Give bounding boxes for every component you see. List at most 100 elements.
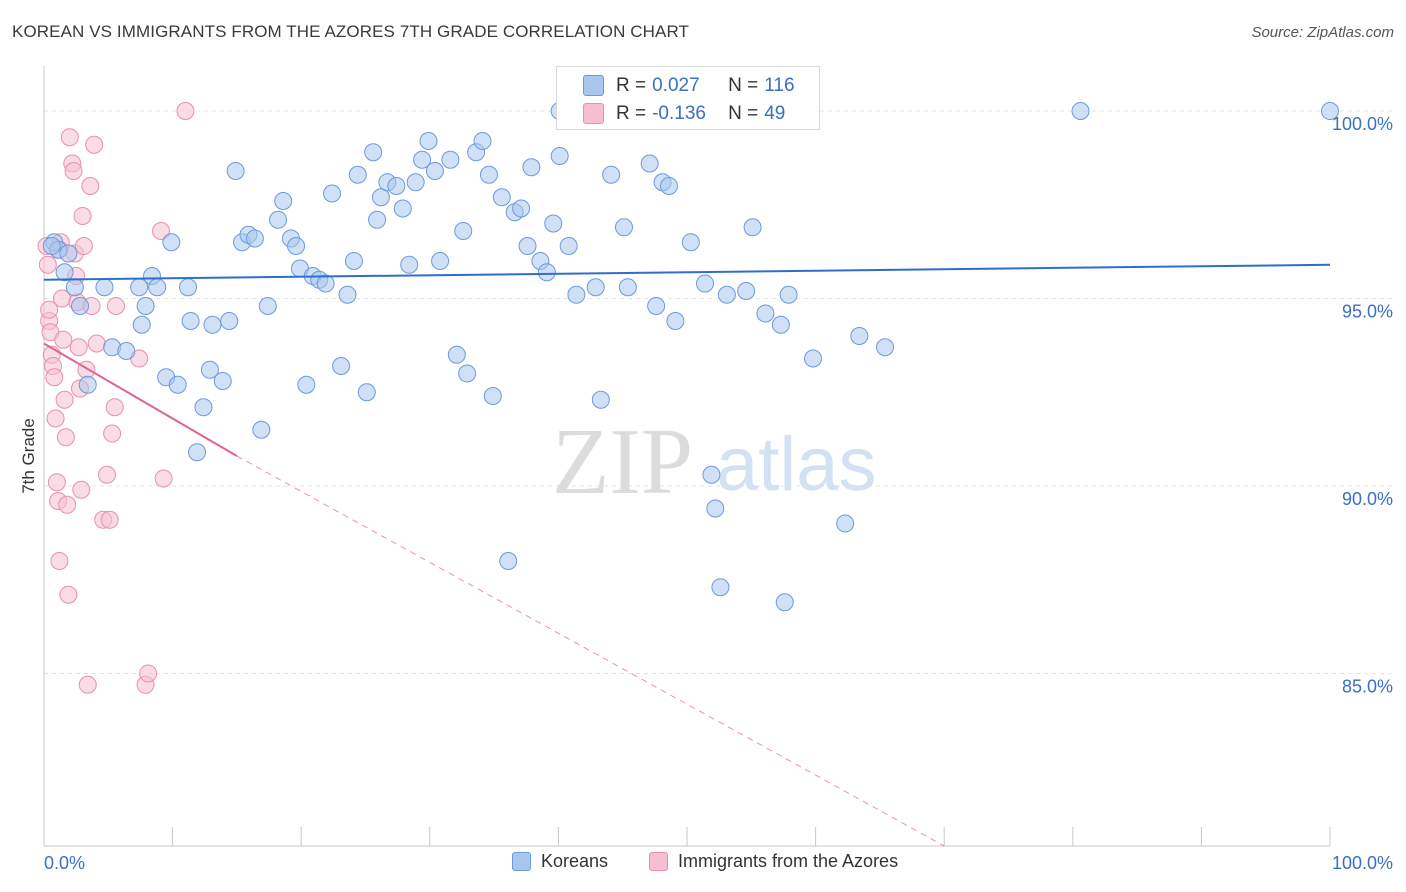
stats-swatch-koreans — [583, 75, 604, 96]
korean-point — [567, 285, 586, 304]
korean-point — [148, 278, 167, 297]
korean-point — [179, 278, 198, 297]
azores-point — [69, 338, 88, 357]
azores-point — [72, 480, 91, 499]
bottom-legend: Koreans Immigrants from the Azores — [0, 851, 1406, 877]
korean-point — [252, 420, 271, 439]
y-tick-label: 90.0% — [1342, 489, 1393, 509]
azores-point — [59, 585, 78, 604]
korean-point — [245, 229, 264, 248]
korean-point — [706, 499, 725, 518]
korean-point — [406, 173, 425, 192]
azores-point — [56, 428, 75, 447]
korean-point — [136, 297, 155, 315]
korean-point — [696, 274, 715, 293]
azores-point — [87, 334, 106, 353]
korean-point — [431, 252, 450, 270]
azores-point — [105, 398, 124, 417]
r-label: R = — [616, 74, 647, 96]
legend-label-koreans: Koreans — [541, 851, 609, 871]
watermark-atlas: atlas — [716, 422, 877, 507]
korean-point — [479, 165, 498, 184]
azores-point — [40, 300, 59, 319]
korean-point — [338, 285, 357, 304]
korean-point — [1071, 102, 1090, 120]
azores-point — [54, 330, 73, 349]
korean-point — [591, 390, 610, 409]
x-tick-label: 100.0% — [1332, 853, 1393, 873]
stats-row-azores: R = -0.136 N = 49 — [557, 100, 785, 127]
korean-point — [458, 364, 477, 383]
y-tick-label: 95.0% — [1342, 302, 1393, 322]
r-value: -0.136 — [652, 102, 706, 124]
korean-point — [344, 252, 363, 270]
korean-point — [357, 383, 376, 402]
korean-point — [717, 285, 736, 304]
azores-point — [74, 237, 93, 255]
watermark: ZIP atlas — [552, 410, 877, 514]
korean-point — [194, 398, 213, 417]
azores-point — [85, 135, 104, 154]
korean-point — [447, 345, 466, 364]
korean-point — [59, 244, 78, 263]
azores-point — [58, 495, 77, 514]
korean-point — [387, 177, 406, 195]
legend-swatch-koreans — [512, 852, 531, 871]
korean-point — [702, 465, 721, 484]
korean-point — [737, 282, 756, 300]
korean-point — [42, 237, 61, 255]
korean-point — [492, 188, 511, 207]
korean-point — [512, 199, 531, 218]
koreans-trend-line — [43, 263, 1331, 281]
korean-point — [371, 188, 390, 207]
korean-point — [1321, 102, 1339, 120]
azores-point — [98, 465, 117, 484]
korean-point — [647, 297, 666, 315]
azores-point — [73, 207, 92, 225]
stats-row-koreans: R = 0.027 N = 116 — [557, 72, 795, 99]
azores-point — [107, 297, 126, 315]
azores-point — [176, 102, 195, 120]
korean-point — [586, 278, 605, 297]
legend-item-koreans[interactable]: Koreans — [512, 851, 608, 872]
korean-point — [876, 338, 895, 357]
chart-title: KOREAN VS IMMIGRANTS FROM THE AZORES 7TH… — [12, 22, 690, 41]
korean-point — [666, 312, 685, 330]
korean-point — [78, 375, 97, 394]
korean-point — [168, 375, 187, 394]
azores-point — [78, 675, 97, 694]
azores-point — [100, 510, 119, 529]
korean-point — [425, 162, 444, 180]
korean-point — [213, 372, 232, 390]
source-label: Source: ZipAtlas.com — [1251, 24, 1394, 41]
korean-point — [522, 158, 541, 177]
korean-point — [162, 233, 181, 252]
legend-item-azores[interactable]: Immigrants from the Azores — [649, 851, 898, 872]
azores-point — [152, 222, 171, 240]
korean-point — [473, 132, 492, 150]
korean-point — [287, 237, 306, 255]
korean-point — [640, 154, 659, 173]
korean-point — [711, 578, 730, 597]
r-label: R = — [616, 102, 647, 124]
korean-point — [65, 278, 84, 297]
korean-point — [393, 199, 412, 218]
korean-point — [400, 255, 419, 274]
korean-point — [188, 443, 207, 462]
korean-point — [413, 150, 432, 169]
korean-point — [297, 375, 316, 394]
azores-point — [64, 162, 83, 180]
korean-point — [499, 552, 518, 570]
korean-point — [269, 210, 288, 229]
azores-point — [60, 128, 79, 147]
korean-points — [42, 102, 1339, 612]
azores-points — [37, 102, 195, 694]
azores-point — [46, 409, 65, 428]
azores-point — [139, 664, 158, 683]
n-label: N = — [728, 74, 759, 96]
watermark-zip: ZIP — [552, 410, 693, 514]
korean-point — [850, 327, 869, 345]
y-axis-label: 7th Grade — [19, 418, 38, 494]
korean-point — [743, 218, 762, 237]
korean-point — [220, 312, 239, 330]
